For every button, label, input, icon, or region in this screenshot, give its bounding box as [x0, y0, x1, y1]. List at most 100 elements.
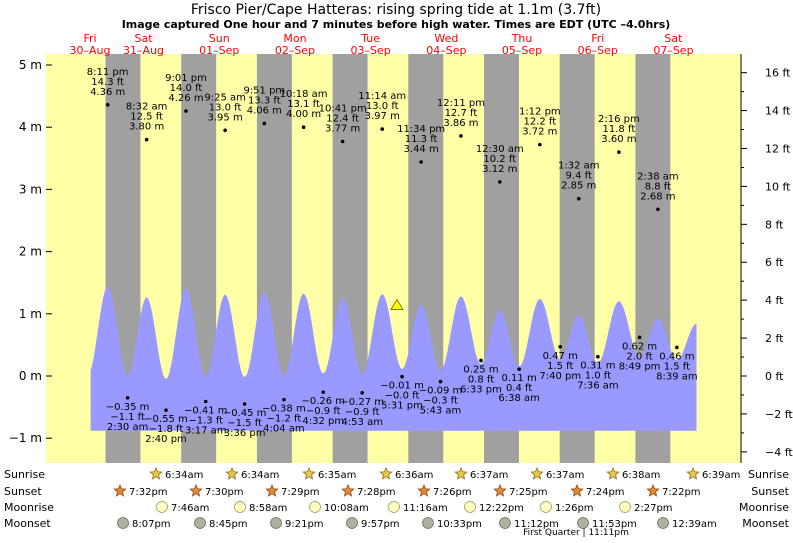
right-tick-label: 0 ft — [765, 370, 784, 383]
low-tide-time: 6:33 pm — [460, 384, 502, 395]
moonrise-icon — [464, 501, 476, 513]
moonrise-icon — [156, 501, 168, 513]
high-tide-m: 3.72 m — [522, 127, 557, 138]
moonset-time: 8:07pm — [132, 519, 171, 530]
sunset-time: 7:28pm — [357, 487, 396, 498]
high-tide-m: 3.95 m — [208, 112, 243, 123]
right-tick-label: −4 ft — [765, 446, 793, 459]
sunset-icon — [189, 483, 203, 497]
day-of-week: Mon — [283, 32, 306, 45]
sunrise-time: 6:35am — [318, 470, 356, 481]
sunset-icon — [417, 483, 431, 497]
sunrise-time: 6:39am — [702, 470, 740, 481]
sunrise-icon — [530, 466, 544, 480]
moonset-time: 9:21pm — [285, 519, 324, 530]
day-date: 01–Sep — [199, 44, 239, 57]
high-tide-m: 4.26 m — [168, 93, 203, 104]
moonset-time: 11:12pm — [514, 519, 559, 530]
high-tide-point — [184, 109, 188, 113]
sunrise-icon — [686, 466, 700, 480]
low-tide-time: 8:39 am — [656, 371, 698, 382]
low-tide-point — [282, 397, 286, 402]
sunset-icon — [493, 483, 507, 497]
moonrise-time: 8:58am — [249, 503, 287, 514]
low-tide-time: 3:36 pm — [224, 428, 266, 439]
low-tide-ft: −0.0 ft — [385, 391, 420, 402]
low-tide-time: 6:38 am — [498, 393, 540, 404]
sunrise-icon — [454, 466, 468, 480]
high-tide-ft: 13.0 ft — [209, 102, 242, 113]
almanac-rows: Sunrise Sunrise Sunset Sunset Moonrise Moonri… — [4, 466, 790, 538]
left-tick-label: 3 m — [19, 182, 42, 196]
left-tick-label: 2 m — [19, 245, 42, 259]
day-date: 30–Aug — [70, 44, 111, 57]
low-tide-ft: −1.1 ft — [110, 412, 145, 423]
low-tide-time: 7:40 pm — [539, 371, 581, 382]
day-of-week: Tue — [360, 32, 380, 45]
almanac-label-right: Sunrise — [748, 468, 789, 481]
sunset-icon — [646, 483, 660, 497]
low-tide-time: 2:40 pm — [145, 434, 187, 445]
high-tide-ft: 9.4 ft — [566, 171, 592, 182]
sunrise-time: 6:34am — [165, 470, 203, 481]
low-tide-ft: −1.8 ft — [149, 424, 184, 435]
right-tick-label: 2 ft — [765, 332, 784, 345]
low-tide-time: 2:30 am — [107, 422, 149, 433]
high-tide-m: 2.68 m — [640, 191, 675, 202]
sunset-time: 7:29pm — [281, 487, 320, 498]
sunrise-time: 6:36am — [395, 470, 433, 481]
high-tide-ft: 11.8 ft — [603, 124, 636, 135]
high-tide-m: 3.12 m — [482, 164, 517, 175]
left-tick-label: 5 m — [19, 58, 42, 72]
day-date: 05–Sep — [502, 44, 542, 57]
sunrise-time: 6:37am — [546, 470, 584, 481]
high-tide-m: 3.44 m — [404, 144, 439, 155]
low-tide-point — [438, 379, 443, 384]
low-tide-point — [242, 402, 247, 406]
axis-ticks: 5 m 4 m 3 m 2 m 1 m 0 m −1 m 16 ft 14 ft 12 ft 10 … — [9, 54, 793, 463]
almanac-label-left: Moonset — [4, 517, 51, 530]
moonrise-time: 11:16am — [403, 503, 448, 514]
low-tide-m: 0.25 m — [463, 364, 498, 375]
low-tide-ft: 1.5 ft — [547, 361, 573, 372]
high-tide-ft: 12.5 ft — [130, 112, 163, 123]
low-tide-point — [675, 345, 679, 350]
moonrise-icon — [234, 501, 246, 513]
left-tick-label: 1 m — [19, 307, 42, 321]
sunrise-icon — [606, 466, 620, 480]
high-tide-m: 4.36 m — [90, 87, 125, 98]
left-tick-label: −1 m — [9, 431, 42, 445]
low-tide-m: 0.47 m — [543, 351, 578, 362]
high-tide-point — [617, 150, 621, 154]
moonrise-time: 1:26pm — [555, 503, 594, 514]
day-date: 03–Sep — [351, 44, 391, 57]
low-tide-m: −0.35 m — [106, 402, 150, 413]
moonset-icon — [499, 517, 511, 529]
low-tide-point — [321, 390, 326, 394]
low-tide-time: 4:32 pm — [302, 416, 344, 427]
high-tide-point — [576, 196, 581, 201]
high-tide-point — [105, 103, 110, 107]
high-tide-point — [459, 134, 463, 138]
left-tick-label: 0 m — [19, 369, 42, 383]
high-tide-m: 4.06 m — [247, 105, 282, 116]
left-edge — [46, 54, 52, 463]
high-tide-point — [538, 142, 542, 147]
low-tide-ft: −1.5 ft — [227, 418, 262, 429]
moon-phase-note: First Quarter | 11:11pm — [523, 528, 629, 538]
high-tide-m: 3.86 m — [443, 118, 478, 129]
almanac-label-right: Sunset — [751, 485, 789, 498]
moonset-time: 12:39am — [672, 519, 717, 530]
day-date: 02–Sep — [275, 44, 315, 57]
sunset-time: 7:24pm — [586, 487, 625, 498]
high-tide-ft: 10.2 ft — [483, 154, 516, 165]
sunrise-icon — [149, 466, 163, 480]
day-of-week: Fri — [591, 32, 604, 45]
high-tide-time: 9:25 am — [204, 92, 246, 103]
low-tide-ft: −0.3 ft — [423, 396, 458, 407]
high-tide-point — [301, 125, 306, 129]
high-tide-point — [144, 137, 149, 142]
sunset-time: 7:30pm — [205, 487, 244, 498]
low-tide-m: −0.27 m — [340, 397, 384, 408]
